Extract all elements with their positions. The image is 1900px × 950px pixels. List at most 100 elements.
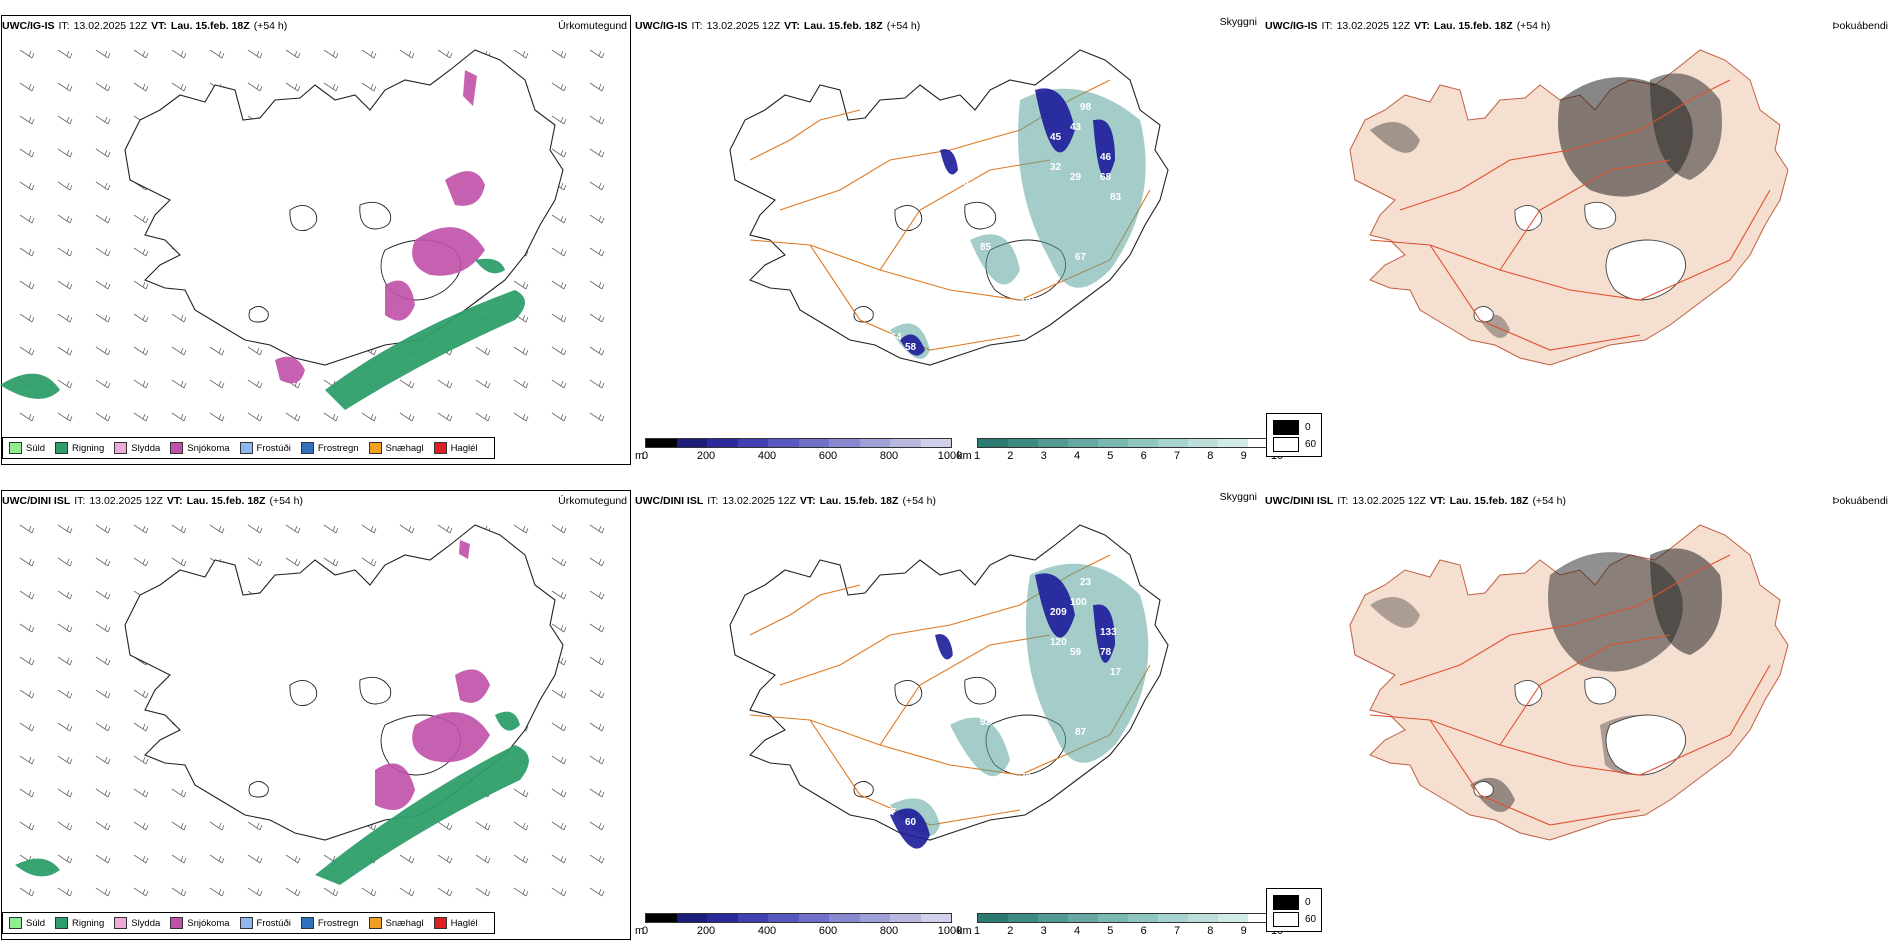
ceiling-value-label: 46: [1100, 152, 1112, 163]
cbar-tick: 6: [1140, 925, 1147, 937]
ceiling-value-label: 85: [980, 242, 992, 253]
forecast-row-ig-is: UWC/IG-IS IT: 13.02.2025 12Z VT: Lau. 15.feb…: [0, 0, 1895, 475]
legend-label: Snjókoma: [187, 442, 230, 454]
forecast-row-dini: UWC/DINI ISL IT: 13.02.2025 12Z VT: Lau. 15.…: [0, 475, 1900, 950]
legend-label: Súld: [26, 442, 46, 454]
legend-label: Rigning: [72, 442, 105, 454]
precip-type-panel: UWC/DINI ISL IT: 13.02.2025 12Z VT: Lau. 15.…: [0, 475, 635, 950]
map-frame: [1, 490, 631, 940]
legend-item: Frostúði: [239, 917, 291, 929]
vt-value: Lau. 15.feb. 18Z: [819, 495, 899, 507]
legend-label: Snæhagl: [385, 917, 424, 929]
ceiling-value-label: 67: [1075, 252, 1087, 263]
panel-title: UWC/DINI ISL IT: 13.02.2025 12Z VT: Lau. 15.…: [1265, 495, 1566, 507]
ceiling-value-label: 78: [1100, 647, 1112, 658]
field-title: Úrkomutegund: [558, 495, 627, 507]
lead-time: (+54 h): [886, 20, 921, 32]
panel-title: UWC/IG-IS IT: 13.02.2025 12Z VT: Lau. 15.feb…: [2, 20, 287, 32]
precip-type-map[interactable]: [0, 510, 630, 910]
it-label: IT:: [691, 20, 703, 32]
ceiling-value-label: 32: [1050, 162, 1062, 173]
legend-label: Snæhagl: [385, 442, 424, 454]
cbar-tick: 200: [696, 450, 716, 462]
legend-item: Rigning: [55, 917, 104, 929]
fog-map[interactable]: [1265, 35, 1895, 435]
legend-swatch: [368, 917, 382, 929]
map-frame: [1, 15, 631, 465]
legend-item: Snjókoma: [170, 917, 230, 929]
legend-swatch: [9, 442, 22, 454]
cbar-tick: 2: [1007, 925, 1014, 937]
it-label: IT:: [1337, 495, 1349, 507]
fog-scale-high-label: 60: [1305, 914, 1317, 925]
it-label: IT:: [1321, 20, 1333, 32]
ceiling-value-label: 121: [958, 192, 975, 203]
visibility-colorbar: km12345678910: [957, 438, 1297, 468]
fog-panel: UWC/DINI ISL IT: 13.02.2025 12Z VT: Lau. 15.…: [1265, 475, 1900, 950]
it-label: IT:: [74, 495, 86, 507]
legend-label: Haglél: [450, 442, 478, 454]
vt-label: VT:: [166, 495, 183, 507]
ceiling-value-label: 92: [980, 717, 992, 728]
it-value: 13.02.2025 12Z: [1336, 20, 1411, 32]
lead-time: (+54 h): [1516, 20, 1551, 32]
field-title: Þokuábendi: [1832, 20, 1888, 32]
cbar-tick: 200: [696, 925, 716, 937]
legend-label: Rigning: [72, 917, 105, 929]
cbar-tick: 800: [879, 925, 899, 937]
vt-label: VT:: [784, 20, 800, 32]
legend-item: Haglél: [433, 917, 478, 929]
ceiling-value-label: 133: [1100, 627, 1117, 638]
cbar-tick: 0: [641, 450, 649, 462]
lead-time: (+54 h): [253, 20, 288, 32]
fog-scale-low: 0: [1273, 420, 1311, 435]
cbar-tick: 1000: [937, 450, 963, 462]
lead-time: (+54 h): [902, 495, 936, 507]
cbar-tick: 6: [1140, 450, 1147, 462]
ceiling-value-label: 58: [905, 342, 917, 353]
legend-item: Slydda: [114, 442, 160, 454]
precip-legend: Súld Rigning Slydda Snjókoma Frostúði Frostre…: [2, 912, 495, 934]
ceiling-value-label: 164: [885, 332, 902, 343]
legend-label: Slydda: [131, 917, 161, 929]
field-title: Skyggni: [1219, 491, 1257, 503]
field-title: Skyggni: [1219, 16, 1257, 28]
ceiling-value-label: 76: [1020, 772, 1032, 783]
precip-type-map[interactable]: [0, 35, 630, 435]
cbar-tick: 7: [1173, 925, 1181, 937]
cbar-tick: 1: [973, 450, 981, 462]
legend-label: Frostregn: [317, 917, 359, 929]
ceiling-value-label: 120: [1050, 637, 1067, 648]
precip-legend: Súld Rigning Slydda Snjókoma Frostúði Frostre…: [2, 437, 495, 459]
fog-scale: 0 60: [1266, 413, 1322, 457]
cbar-tick: 400: [757, 925, 777, 937]
legend-item: Snæhagl: [368, 917, 424, 929]
ceiling-value-label: 111: [958, 667, 974, 678]
ceiling-value-label: 83: [1110, 192, 1122, 203]
fog-scale-low: 0: [1273, 895, 1311, 910]
visibility-panel: UWC/IG-IS IT: 13.02.2025 12Z VT: Lau. 15.feb…: [635, 0, 1283, 475]
fog-scale-low-label: 0: [1305, 897, 1311, 908]
fog-scale-low-swatch: [1273, 895, 1299, 910]
ceiling-value-label: 45: [1050, 132, 1062, 143]
it-value: 13.02.2025 12Z: [73, 20, 148, 32]
cbar-tick: 600: [818, 925, 838, 937]
lead-time: (+54 h): [1532, 495, 1566, 507]
cbar-tick: 3: [1040, 450, 1047, 462]
model-name: UWC/IG-IS: [635, 20, 688, 32]
legend-item: Súld: [9, 442, 45, 454]
legend-swatch: [433, 442, 447, 454]
cbar-tick: 2: [1007, 450, 1014, 462]
fog-map[interactable]: [1265, 510, 1895, 910]
fog-scale: 0 60: [1266, 888, 1322, 932]
cbar-tick: 0: [641, 925, 649, 937]
vt-label: VT:: [1429, 495, 1446, 507]
vt-label: VT:: [151, 20, 167, 32]
fog-scale-high-swatch: [1273, 912, 1299, 927]
ceiling-value-label: 77: [885, 807, 897, 818]
ceiling-value-label: 68: [1100, 172, 1112, 183]
legend-swatch: [114, 442, 128, 454]
legend-item: Haglél: [433, 442, 478, 454]
